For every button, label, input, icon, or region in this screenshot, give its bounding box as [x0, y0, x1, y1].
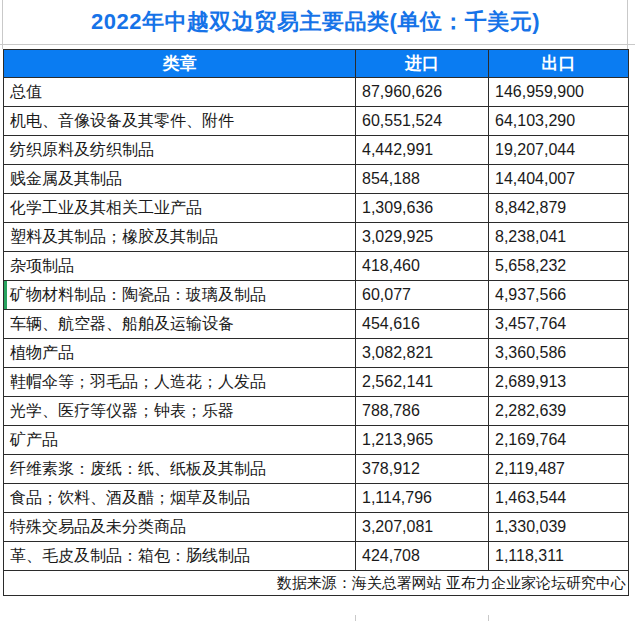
table-row: 纤维素浆：废纸：纸、纸板及其制品 378,912 2,119,487 [4, 455, 629, 484]
category-cell: 食品；饮料、酒及醋；烟草及制品 [4, 484, 356, 513]
category-cell: 车辆、航空器、船舶及运输设备 [4, 310, 356, 339]
column-header-export: 出口 [489, 50, 629, 78]
header-row: 类章 进口 出口 [4, 50, 629, 78]
table-row: 鞋帽伞等；羽毛品；人造花；人发品 2,562,141 2,689,913 [4, 368, 629, 397]
import-cell: 454,616 [356, 310, 489, 339]
export-cell: 3,360,586 [489, 339, 629, 368]
table-row: 总值 87,960,626 146,959,900 [4, 78, 629, 107]
table-row: 光学、医疗等仪器；钟表；乐器 788,786 2,282,639 [4, 397, 629, 426]
table-row: 杂项制品 418,460 5,658,232 [4, 252, 629, 281]
import-cell: 3,207,081 [356, 513, 489, 542]
import-cell: 1,213,965 [356, 426, 489, 455]
import-cell: 1,114,796 [356, 484, 489, 513]
import-cell: 854,188 [356, 165, 489, 194]
column-header-category: 类章 [4, 50, 356, 78]
table-row: 贱金属及其制品 854,188 14,404,007 [4, 165, 629, 194]
category-cell: 总值 [4, 78, 356, 107]
table-row: 塑料及其制品；橡胶及其制品 3,029,925 8,238,041 [4, 223, 629, 252]
table-row: 机电、音像设备及其零件、附件 60,551,524 64,103,290 [4, 107, 629, 136]
column-header-import: 进口 [356, 50, 489, 78]
export-cell: 2,119,487 [489, 455, 629, 484]
category-cell: 杂项制品 [4, 252, 356, 281]
gridline-sliver-2 [488, 615, 489, 621]
table-row: 矿物材料制品：陶瓷品：玻璃及制品 60,077 4,937,566 [4, 281, 629, 310]
import-cell: 378,912 [356, 455, 489, 484]
table-row: 革、毛皮及制品：箱包：肠线制品 424,708 1,118,311 [4, 542, 629, 571]
category-cell: 鞋帽伞等；羽毛品；人造花；人发品 [4, 368, 356, 397]
import-cell: 788,786 [356, 397, 489, 426]
import-cell: 418,460 [356, 252, 489, 281]
category-cell: 光学、医疗等仪器；钟表；乐器 [4, 397, 356, 426]
import-cell: 424,708 [356, 542, 489, 571]
category-cell: 植物产品 [4, 339, 356, 368]
category-cell: 矿物材料制品：陶瓷品：玻璃及制品 [4, 281, 356, 310]
table-row: 纺织原料及纺织制品 4,442,991 19,207,044 [4, 136, 629, 165]
import-cell: 3,082,821 [356, 339, 489, 368]
export-cell: 8,842,879 [489, 194, 629, 223]
export-cell: 19,207,044 [489, 136, 629, 165]
export-cell: 2,282,639 [489, 397, 629, 426]
export-cell: 2,169,764 [489, 426, 629, 455]
table-row: 特殊交易品及未分类商品 3,207,081 1,330,039 [4, 513, 629, 542]
page-title: 2022年中越双边贸易主要品类(单位：千美元) [3, 7, 628, 37]
import-cell: 3,029,925 [356, 223, 489, 252]
export-cell: 5,658,232 [489, 252, 629, 281]
export-cell: 146,959,900 [489, 78, 629, 107]
category-cell: 化学工业及其相关工业产品 [4, 194, 356, 223]
trade-table: 类章 进口 出口 总值 87,960,626 146,959,900 机电、音像… [3, 49, 629, 596]
category-cell: 矿产品 [4, 426, 356, 455]
export-cell: 64,103,290 [489, 107, 629, 136]
export-cell: 1,330,039 [489, 513, 629, 542]
category-cell: 贱金属及其制品 [4, 165, 356, 194]
import-cell: 1,309,636 [356, 194, 489, 223]
export-cell: 8,238,041 [489, 223, 629, 252]
category-cell: 特殊交易品及未分类商品 [4, 513, 356, 542]
import-cell: 2,562,141 [356, 368, 489, 397]
table-row: 化学工业及其相关工业产品 1,309,636 8,842,879 [4, 194, 629, 223]
export-cell: 2,689,913 [489, 368, 629, 397]
source-row: 数据来源：海关总署网站 亚布力企业家论坛研究中心 [4, 571, 629, 596]
import-cell: 60,077 [356, 281, 489, 310]
table-row: 食品；饮料、酒及醋；烟草及制品 1,114,796 1,463,544 [4, 484, 629, 513]
table-row: 车辆、航空器、船舶及运输设备 454,616 3,457,764 [4, 310, 629, 339]
category-cell: 革、毛皮及制品：箱包：肠线制品 [4, 542, 356, 571]
table-row: 植物产品 3,082,821 3,360,586 [4, 339, 629, 368]
export-cell: 1,118,311 [489, 542, 629, 571]
gridline-sliver-1 [355, 615, 356, 621]
import-cell: 4,442,991 [356, 136, 489, 165]
category-cell: 纺织原料及纺织制品 [4, 136, 356, 165]
import-cell: 87,960,626 [356, 78, 489, 107]
export-cell: 4,937,566 [489, 281, 629, 310]
category-cell: 机电、音像设备及其零件、附件 [4, 107, 356, 136]
data-source-note: 数据来源：海关总署网站 亚布力企业家论坛研究中心 [4, 571, 629, 596]
export-cell: 14,404,007 [489, 165, 629, 194]
category-cell: 塑料及其制品；橡胶及其制品 [4, 223, 356, 252]
export-cell: 3,457,764 [489, 310, 629, 339]
gridline-horizontal [0, 44, 635, 45]
category-cell: 纤维素浆：废纸：纸、纸板及其制品 [4, 455, 356, 484]
export-cell: 1,463,544 [489, 484, 629, 513]
screenshot-root: 2022年中越双边贸易主要品类(单位：千美元) 类章 进口 出口 总值 87,9… [0, 0, 635, 621]
table-row: 矿产品 1,213,965 2,169,764 [4, 426, 629, 455]
import-cell: 60,551,524 [356, 107, 489, 136]
